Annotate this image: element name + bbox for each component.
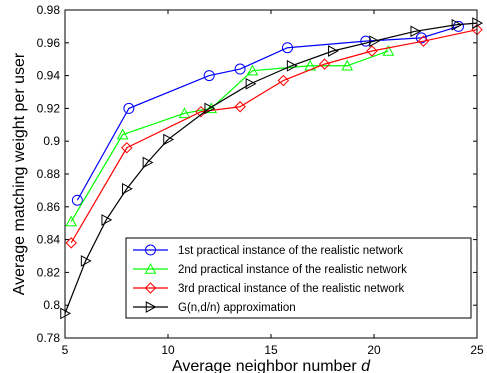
legend-marker xyxy=(145,244,156,256)
y-tick-label: 0.88 xyxy=(37,167,61,181)
data-point xyxy=(195,105,207,118)
x-tick-label: 20 xyxy=(367,343,381,357)
x-tick-label: 5 xyxy=(62,343,69,357)
legend-item-3: 3rd practical instance of the realistic … xyxy=(133,282,405,295)
y-tick-label: 0.92 xyxy=(37,101,61,115)
legend-item-4: G(n,d/n) approximation xyxy=(133,301,296,314)
y-tick-label: 0.96 xyxy=(37,36,61,50)
legend-marker xyxy=(144,262,157,274)
data-point xyxy=(277,74,290,87)
x-axis-label-text: Average neighbor number xyxy=(172,358,361,373)
data-point xyxy=(203,70,215,82)
x-axis-label: Average neighbor number d xyxy=(172,358,371,373)
series-line xyxy=(70,50,389,222)
data-point xyxy=(415,32,427,44)
data-point xyxy=(123,102,135,114)
data-point xyxy=(101,214,113,226)
data-point xyxy=(281,42,293,54)
data-point xyxy=(178,107,191,119)
y-tick-label: 0.84 xyxy=(37,233,61,247)
data-point xyxy=(71,194,83,206)
series-layer xyxy=(60,17,484,320)
data-point xyxy=(204,102,216,115)
legend-box xyxy=(125,237,472,319)
y-tick-label: 0.86 xyxy=(37,200,61,214)
legend-marker xyxy=(145,301,157,313)
y-tick-label: 0.98 xyxy=(37,3,61,17)
series-line xyxy=(70,29,478,244)
legend: 1st practical instance of the realistic … xyxy=(125,237,472,319)
y-tick-label: 0.78 xyxy=(37,331,61,345)
data-point xyxy=(234,63,246,75)
data-point xyxy=(163,133,175,146)
series-line xyxy=(64,22,478,314)
data-point xyxy=(366,45,378,57)
y-tick-label: 0.8 xyxy=(43,298,60,312)
x-axis-label-variable: d xyxy=(361,358,371,373)
series-1 xyxy=(71,20,464,206)
data-point xyxy=(360,35,372,47)
data-point xyxy=(142,156,154,169)
x-axis: 5 10 15 20 25 xyxy=(62,10,484,357)
legend-label: 1st practical instance of the realistic … xyxy=(178,245,403,257)
data-point xyxy=(246,64,259,76)
data-point xyxy=(116,128,129,140)
data-point xyxy=(65,215,78,227)
data-point xyxy=(382,44,395,56)
data-point xyxy=(318,58,331,70)
data-point xyxy=(245,77,257,90)
data-point xyxy=(286,59,298,72)
data-point xyxy=(121,142,133,154)
legend-label: 3rd practical instance of the realistic … xyxy=(178,283,405,295)
legend-item-2: 2nd practical instance of the realistic … xyxy=(133,262,407,276)
data-point xyxy=(451,18,463,31)
x-tick-label: 25 xyxy=(470,343,484,357)
data-point xyxy=(80,255,92,267)
data-point xyxy=(452,20,464,32)
series-line xyxy=(76,25,459,201)
data-point xyxy=(122,182,133,195)
legend-label: 2nd practical instance of the realistic … xyxy=(178,264,407,276)
y-tick-label: 0.9 xyxy=(43,134,60,148)
x-tick-label: 15 xyxy=(264,343,278,357)
y-axis-label: Average matching weight per user xyxy=(11,52,28,295)
data-point xyxy=(417,35,430,47)
x-tick-label: 10 xyxy=(161,343,175,357)
legend-marker xyxy=(144,282,157,294)
data-point xyxy=(65,237,77,249)
data-point xyxy=(410,25,422,38)
y-axis: 0.78 0.8 0.82 0.84 0.86 0.88 0.9 0.92 0.94 0.96 0.… xyxy=(37,3,477,345)
y-tick-label: 0.94 xyxy=(37,69,61,83)
legend-item-1: 1st practical instance of the realistic … xyxy=(133,244,403,257)
data-point xyxy=(369,35,381,47)
data-point xyxy=(341,59,354,71)
data-point xyxy=(234,101,246,113)
data-point xyxy=(328,45,339,57)
y-tick-label: 0.82 xyxy=(37,265,61,279)
legend-label: G(n,d/n) approximation xyxy=(178,302,296,314)
